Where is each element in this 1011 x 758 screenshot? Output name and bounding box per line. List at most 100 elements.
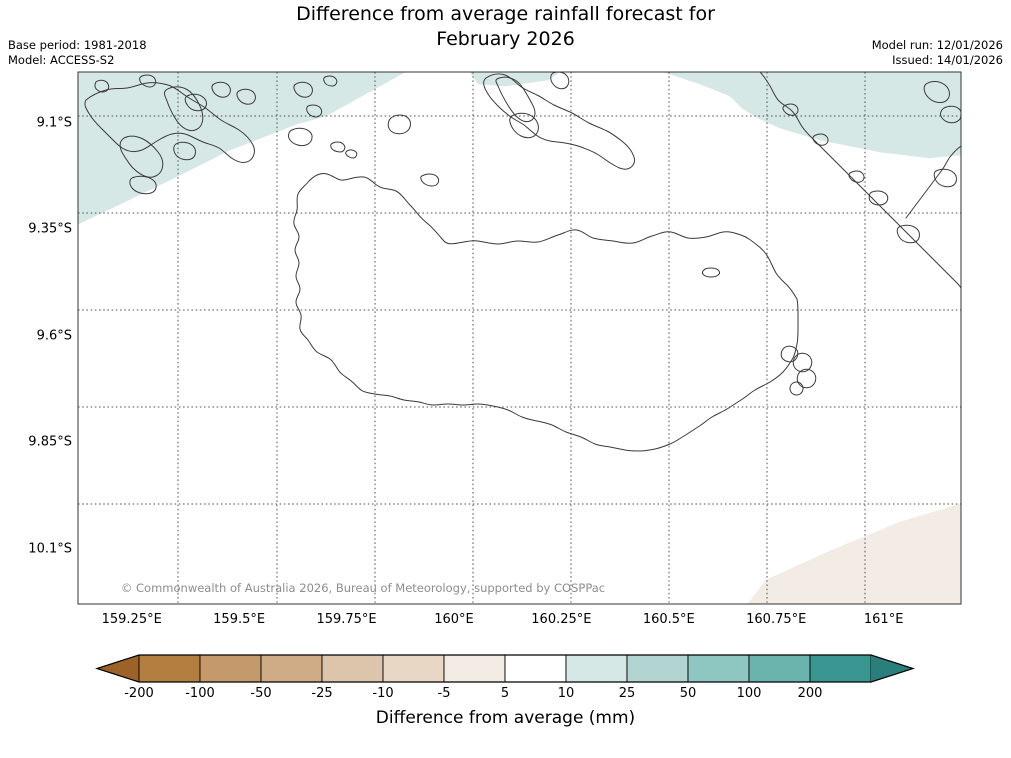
colorbar-extend-high <box>871 655 913 682</box>
coastline-nw-islet-1 <box>94 79 110 93</box>
colorbar-tick-label: -200 <box>124 686 154 701</box>
colorbar-segment <box>626 654 689 683</box>
colorbar-tick-label: 50 <box>679 686 697 701</box>
coastline-north-central-d <box>509 112 539 139</box>
coastline-nw-islet-2 <box>139 74 157 88</box>
x-tick-label: 159.25°E <box>101 612 162 627</box>
coastline-nw-islet-9 <box>306 104 323 118</box>
colorbar-tick-label: 10 <box>557 686 575 701</box>
coastline-ne-islet-1 <box>923 81 950 103</box>
colorbar-tick-label: 25 <box>618 686 636 701</box>
colorbar-title: Difference from average (mm) <box>375 708 636 728</box>
coastline-nw-islet-12 <box>330 141 346 153</box>
coastline-northwest-group-c <box>163 86 204 132</box>
copyright-credit: © Commonwealth of Australia 2026, Bureau… <box>120 581 606 595</box>
colorbar-tick-label: -100 <box>185 686 215 701</box>
coastline-northwest-group-b <box>119 135 164 178</box>
colorbar-tick-label: -50 <box>250 686 272 701</box>
colorbar-segment <box>809 654 872 683</box>
x-tick-label: 159.75°E <box>316 612 377 627</box>
coastline-nw-islet-3 <box>184 93 207 112</box>
coastline-main-island <box>308 173 798 300</box>
colorbar <box>95 654 915 683</box>
coastline-nw-islet-14 <box>420 173 440 187</box>
coastline-northeast-chain <box>759 72 961 289</box>
coastline-north-central-c <box>550 72 570 90</box>
coastline-ne-islet-3 <box>933 168 957 188</box>
coastline-ne-islet-5 <box>868 190 889 206</box>
coastline-islet-northwest-small <box>387 114 411 135</box>
coastline-nw-islet-10 <box>288 127 313 147</box>
anomaly-region-southeast <box>747 503 961 604</box>
coastline-north-central-b <box>495 76 536 123</box>
x-tick-label: 160°E <box>434 612 474 627</box>
x-tick-label: 160.75°E <box>746 612 807 627</box>
y-tick-label: 9.1°S <box>36 115 72 131</box>
colorbar-segment <box>199 654 262 683</box>
coastline-ne-islet-4 <box>896 224 920 244</box>
colorbar-segment <box>138 654 201 683</box>
anomaly-region-northwest <box>78 72 406 225</box>
y-tick-label: 10.1°S <box>28 541 72 557</box>
x-tick-label: 159.5°E <box>213 612 266 627</box>
colorbar-segment <box>260 654 323 683</box>
colorbar-segment <box>748 654 811 683</box>
y-tick-label: 9.6°S <box>36 328 72 344</box>
coastline-islet-central <box>702 267 720 278</box>
base-period-text: Base period: 1981-2018 <box>8 38 147 52</box>
coastline-nw-islet-11 <box>323 75 338 87</box>
colorbar-segment <box>321 654 384 683</box>
metadata-left: Base period: 1981-2018 Model: ACCESS-S2 <box>8 38 147 68</box>
colorbar-segment <box>504 654 567 683</box>
anomaly-region-northeast <box>663 72 961 159</box>
colorbar-tick-label: -5 <box>437 686 451 701</box>
page-title: Difference from average rainfall forecas… <box>296 3 715 50</box>
y-tick-label: 9.85°S <box>28 434 72 450</box>
coastline-nw-islet-13 <box>345 149 358 159</box>
colorbar-tick-label: 200 <box>797 686 823 701</box>
colorbar-outline <box>95 654 915 683</box>
coastline-islet-east-c <box>796 368 817 389</box>
map-background <box>78 72 961 604</box>
colorbar-segment <box>687 654 750 683</box>
colorbar-extend-low <box>97 655 139 682</box>
colorbar-tick-label: -10 <box>372 686 394 701</box>
model-text: Model: ACCESS-S2 <box>8 53 115 67</box>
coastline-islet-east-a <box>780 345 799 363</box>
map-frame <box>77 71 962 605</box>
coastline-northwest-group-main <box>84 82 255 163</box>
y-axis-tick-labels: 9.1°S 9.35°S 9.6°S 9.85°S 10.1°S <box>0 0 72 758</box>
coastline-ne-islet-6 <box>848 170 865 183</box>
coastline-nw-islet-7 <box>129 175 157 195</box>
coastline-northeast-east-edge <box>905 145 961 219</box>
model-run-text: Model run: 12/01/2026 <box>871 38 1003 52</box>
coastline-north-central-island <box>483 73 635 170</box>
coastline-nw-islet-8 <box>293 81 313 98</box>
coastline-ne-islet-7 <box>812 133 829 146</box>
y-tick-label: 9.35°S <box>28 221 72 237</box>
x-tick-label: 161°E <box>863 612 904 627</box>
coastline-nw-islet-4 <box>211 81 231 98</box>
colorbar-tick-label: 5 <box>500 686 510 701</box>
colorbar-segment <box>443 654 506 683</box>
coastline-ne-islet-8 <box>782 103 799 116</box>
x-tick-label: 160.25°E <box>531 612 592 627</box>
coastline-islet-east-d <box>789 381 804 396</box>
coastlines <box>84 72 961 452</box>
colorbar-segment <box>565 654 628 683</box>
coastline-main-island-west <box>293 180 799 452</box>
colorbar-segment <box>382 654 445 683</box>
x-tick-label: 160.5°E <box>642 612 695 627</box>
issued-text: Issued: 14/01/2026 <box>892 53 1003 67</box>
coastline-ne-islet-2 <box>940 105 961 124</box>
coastline-nw-islet-6 <box>173 141 196 161</box>
map-gridlines <box>78 72 961 604</box>
colorbar-tick-label: 100 <box>736 686 762 701</box>
coastline-nw-islet-5 <box>236 88 256 105</box>
coastline-islet-east-b <box>792 352 813 373</box>
anomaly-region-north-central <box>469 72 561 87</box>
metadata-right: Model run: 12/01/2026 Issued: 14/01/2026 <box>872 38 1003 68</box>
colorbar-tick-label: -25 <box>311 686 333 701</box>
